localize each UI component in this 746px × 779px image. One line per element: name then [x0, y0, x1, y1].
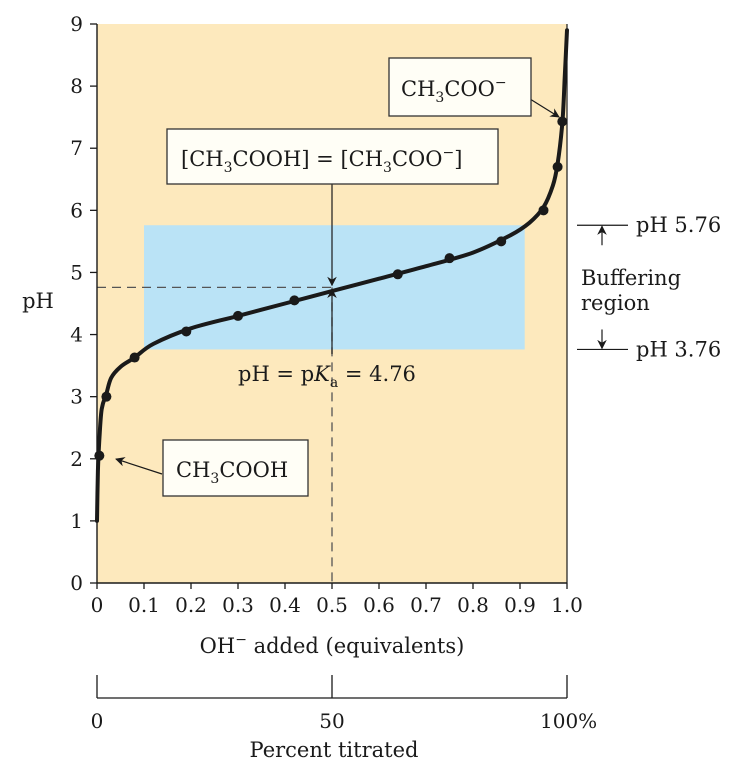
y-tick-label: 0 — [70, 571, 83, 595]
y-tick-label: 7 — [70, 136, 83, 160]
pka-label: pH = pKa = 4.76 — [238, 362, 416, 391]
buffer-top-label: pH 5.76 — [636, 213, 721, 237]
x-tick-label: 0 — [91, 593, 104, 617]
y-tick-label: 4 — [70, 323, 83, 347]
y-ticks: 0 1 2 3 4 5 6 7 8 9 — [70, 12, 97, 595]
x-tick-label: 1.0 — [551, 593, 583, 617]
y-tick-label: 2 — [70, 447, 83, 471]
data-point — [392, 269, 403, 280]
x-tick-label: 0.2 — [175, 593, 207, 617]
y-axis-label: pH — [22, 289, 54, 313]
y-tick-label: 5 — [70, 260, 83, 284]
y-tick-label: 9 — [70, 12, 83, 36]
y-tick-label: 1 — [70, 509, 83, 533]
x-tick-label: 0.3 — [222, 593, 254, 617]
acid-callout-arrow — [115, 457, 163, 475]
base-label: CH3COO− — [401, 75, 507, 106]
x-tick-label: 0.8 — [457, 593, 489, 617]
percent-tick-label: 0 — [91, 709, 104, 733]
buffering-label: Buffering — [581, 266, 681, 290]
buffer-bottom-label: pH 3.76 — [636, 337, 721, 361]
x-axis-label: OH− added (equivalents) — [200, 632, 465, 658]
x-tick-label: 0.9 — [504, 593, 536, 617]
percent-titrated-axis: 0 50 100% — [91, 675, 597, 733]
data-point — [94, 450, 105, 461]
x-tick-label: 0.6 — [363, 593, 395, 617]
data-point — [557, 116, 568, 127]
buffering-region — [144, 225, 525, 350]
data-point — [289, 295, 300, 306]
y-tick-label: 6 — [70, 198, 83, 222]
data-point — [552, 161, 563, 172]
data-point — [233, 310, 243, 321]
x-tick-label: 0.7 — [410, 593, 442, 617]
data-point — [496, 236, 507, 247]
x-tick-label: 0.5 — [316, 593, 348, 617]
data-point — [444, 253, 455, 264]
data-points — [94, 116, 568, 461]
y-tick-label: 8 — [70, 74, 83, 98]
percent-titrated-label: Percent titrated — [250, 738, 419, 762]
data-point — [181, 326, 192, 337]
base-label-box — [388, 57, 532, 117]
buffer-range-bracket — [577, 224, 628, 351]
x-ticks: 0 0.1 0.2 0.3 0.4 0.5 0.6 0.7 0.8 0.9 1.0 — [91, 583, 583, 617]
x-tick-label: 0.1 — [128, 593, 160, 617]
equal-conc-box — [166, 128, 499, 185]
data-point — [538, 205, 549, 216]
data-point — [129, 352, 140, 363]
acid-label: CH3COOH — [176, 458, 288, 487]
equal-conc-label: [CH3COOH] = [CH3COO−] — [181, 145, 462, 176]
y-tick-label: 3 — [70, 385, 83, 409]
percent-tick-label: 100% — [540, 709, 597, 733]
acid-label-box — [162, 439, 309, 497]
x-tick-label: 0.4 — [269, 593, 301, 617]
region-label: region — [581, 291, 650, 315]
data-point — [101, 391, 112, 402]
percent-tick-label: 50 — [319, 709, 344, 733]
